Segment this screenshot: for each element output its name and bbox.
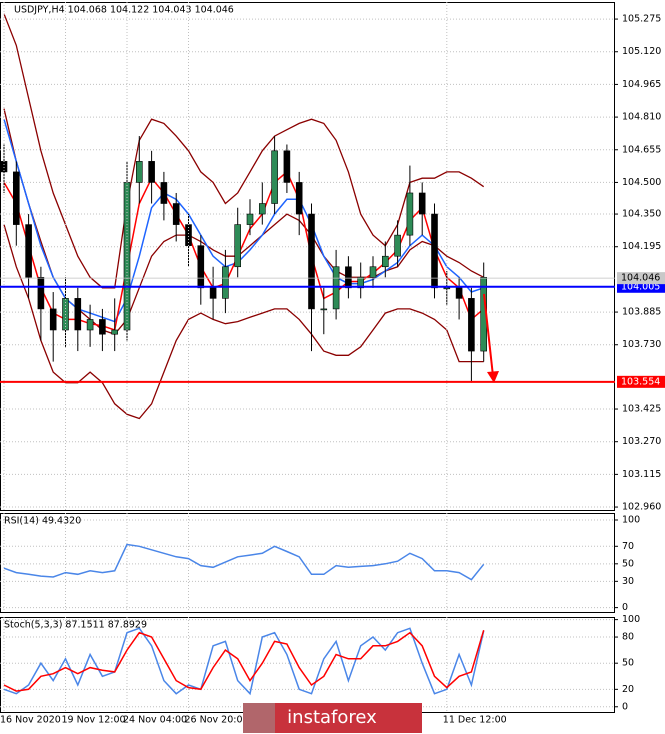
panel-title: RSI(14) 49.4320: [4, 516, 81, 527]
candle-body: [99, 319, 106, 335]
candle-body: [455, 287, 463, 299]
level-label-box: [617, 375, 665, 388]
last-price-box: [617, 272, 665, 285]
candle-body: [111, 329, 118, 335]
candle-body: [160, 182, 168, 204]
last-price-label: 104.046: [621, 273, 660, 284]
y-tick-label: 103.885: [622, 307, 661, 318]
candle-body: [295, 182, 303, 215]
x-tick-label: 11 Dec 12:00: [443, 715, 507, 726]
candle-body: [37, 276, 45, 310]
y-tick-label: 102.960: [622, 502, 661, 513]
candle-body: [86, 319, 94, 331]
candle-body: [468, 298, 475, 352]
indicator-line: [3, 627, 485, 696]
panel: [0, 13, 615, 508]
y-tick-label: 103.115: [622, 469, 661, 480]
panel: [0, 619, 615, 708]
candle-body: [222, 266, 229, 299]
y-tick-label: 100: [622, 614, 640, 625]
candle-body: [394, 234, 401, 257]
candle-body: [369, 266, 377, 278]
y-tick-label: 104.810: [622, 112, 661, 123]
candle-body: [345, 266, 352, 289]
y-tick-label: 104.500: [622, 177, 661, 188]
y-tick-label: 104.965: [622, 79, 661, 90]
candle-body: [406, 192, 414, 236]
x-tick-label: 24 Nov 04:00: [123, 715, 187, 726]
y-tick-label: 50: [622, 658, 634, 669]
panel-title: USDJPY,H4 104.068 104.122 104.043 104.04…: [14, 5, 234, 16]
candle-body: [13, 171, 20, 225]
y-tick-label: 104.195: [622, 241, 661, 252]
y-tick-label: 100: [622, 515, 640, 526]
candle-body: [271, 150, 278, 204]
level-label: 103.554: [621, 376, 660, 387]
forecast-arrow: [483, 293, 494, 377]
watermark: instaforex: [287, 707, 377, 728]
candle-body: [234, 224, 241, 268]
y-tick-label: 103.270: [622, 436, 661, 447]
indicator-line: [3, 13, 485, 289]
candle-body: [258, 203, 266, 215]
candle-body: [308, 213, 315, 310]
y-tick-label: 0: [622, 602, 628, 613]
watermark-logo: [243, 703, 275, 733]
candle-body: [381, 255, 389, 268]
candle-body: [197, 245, 205, 289]
y-tick-label: 20: [622, 684, 634, 695]
candle-body: [172, 203, 180, 225]
y-tick-label: 105.275: [622, 14, 661, 25]
level-label: 104.005: [621, 281, 660, 292]
main-panel-frame: [0, 2, 615, 511]
rsi-panel-frame: [0, 513, 615, 613]
y-tick-label: 50: [622, 558, 634, 569]
panel-title: Stoch(5,3,3) 87.1511 87.8929: [4, 620, 147, 631]
y-tick-label: 80: [622, 632, 634, 643]
candle-body: [418, 192, 426, 215]
candle-body: [136, 161, 143, 183]
y-tick-label: 70: [622, 541, 634, 552]
y-tick-label: 104.655: [622, 144, 661, 155]
candle-body: [74, 298, 82, 331]
candle-body: [246, 213, 254, 225]
indicator-line: [3, 629, 485, 692]
indicator-line: [3, 118, 484, 323]
panel: [0, 519, 615, 609]
y-tick-label: 103.730: [622, 339, 661, 350]
candle-body: [123, 182, 131, 331]
indicator-line: [3, 108, 484, 335]
y-tick-label: 103.425: [622, 404, 661, 415]
candle-body: [283, 150, 291, 183]
candle-body: [209, 287, 217, 299]
candle-body: [357, 276, 365, 289]
candle-body: [332, 266, 340, 310]
y-tick-label: 0: [622, 701, 628, 712]
x-tick-label: 19 Nov 12:00: [62, 715, 126, 726]
candle-body: [148, 161, 155, 183]
indicator-line: [3, 170, 485, 331]
candle-body: [431, 213, 438, 289]
y-tick-label: 30: [622, 576, 634, 587]
y-tick-label: 105.120: [622, 46, 661, 57]
candle-body: [25, 224, 32, 278]
candle-body: [320, 308, 328, 311]
forecast-arrowhead: [487, 371, 499, 383]
y-tick-label: 104.350: [622, 209, 661, 220]
candle-body: [49, 308, 57, 331]
indicator-line: [3, 543, 485, 581]
x-tick-label: 26 Nov 20:00: [185, 715, 249, 726]
indicator-line: [3, 224, 484, 420]
x-tick-label: 16 Nov 2020: [0, 715, 61, 726]
